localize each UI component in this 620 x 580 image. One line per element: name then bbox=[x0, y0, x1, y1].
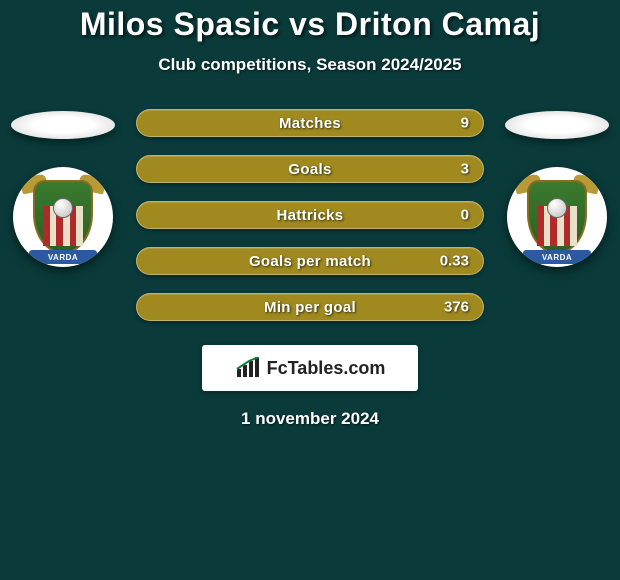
stat-row-goals: Goals 3 bbox=[136, 155, 484, 183]
club-badge-left: VARDA bbox=[13, 167, 113, 267]
left-side: VARDA bbox=[8, 105, 118, 267]
stat-label: Hattricks bbox=[277, 207, 344, 224]
brand-text: FcTables.com bbox=[267, 358, 386, 379]
player-placeholder-right bbox=[505, 111, 609, 139]
stat-right-value: 9 bbox=[461, 115, 469, 132]
stat-row-hattricks: Hattricks 0 bbox=[136, 201, 484, 229]
club-label-right: VARDA bbox=[523, 250, 591, 264]
stat-row-goals-per-match: Goals per match 0.33 bbox=[136, 247, 484, 275]
stat-label: Matches bbox=[279, 115, 341, 132]
main-row: VARDA Matches 9 Goals 3 Hattricks 0 bbox=[0, 105, 620, 321]
stat-label: Goals bbox=[288, 161, 331, 178]
club-badge-right: VARDA bbox=[507, 167, 607, 267]
page-title: Milos Spasic vs Driton Camaj bbox=[0, 6, 620, 43]
bar-chart-icon bbox=[235, 357, 261, 379]
stat-row-matches: Matches 9 bbox=[136, 109, 484, 137]
club-label-left: VARDA bbox=[29, 250, 97, 264]
stat-right-value: 0.33 bbox=[440, 253, 469, 270]
subtitle: Club competitions, Season 2024/2025 bbox=[0, 55, 620, 75]
stat-right-value: 0 bbox=[461, 207, 469, 224]
date-text: 1 november 2024 bbox=[0, 409, 620, 429]
brand-box: FcTables.com bbox=[202, 345, 418, 391]
infographic-root: Milos Spasic vs Driton Camaj Club compet… bbox=[0, 0, 620, 429]
player-placeholder-left bbox=[11, 111, 115, 139]
club-crest-left: VARDA bbox=[23, 172, 103, 262]
club-crest-right: VARDA bbox=[517, 172, 597, 262]
stat-right-value: 376 bbox=[444, 299, 469, 316]
stat-label: Goals per match bbox=[249, 253, 371, 270]
stat-label: Min per goal bbox=[264, 299, 356, 316]
stat-row-min-per-goal: Min per goal 376 bbox=[136, 293, 484, 321]
stat-right-value: 3 bbox=[461, 161, 469, 178]
stats-column: Matches 9 Goals 3 Hattricks 0 Goals per … bbox=[136, 105, 484, 321]
right-side: VARDA bbox=[502, 105, 612, 267]
